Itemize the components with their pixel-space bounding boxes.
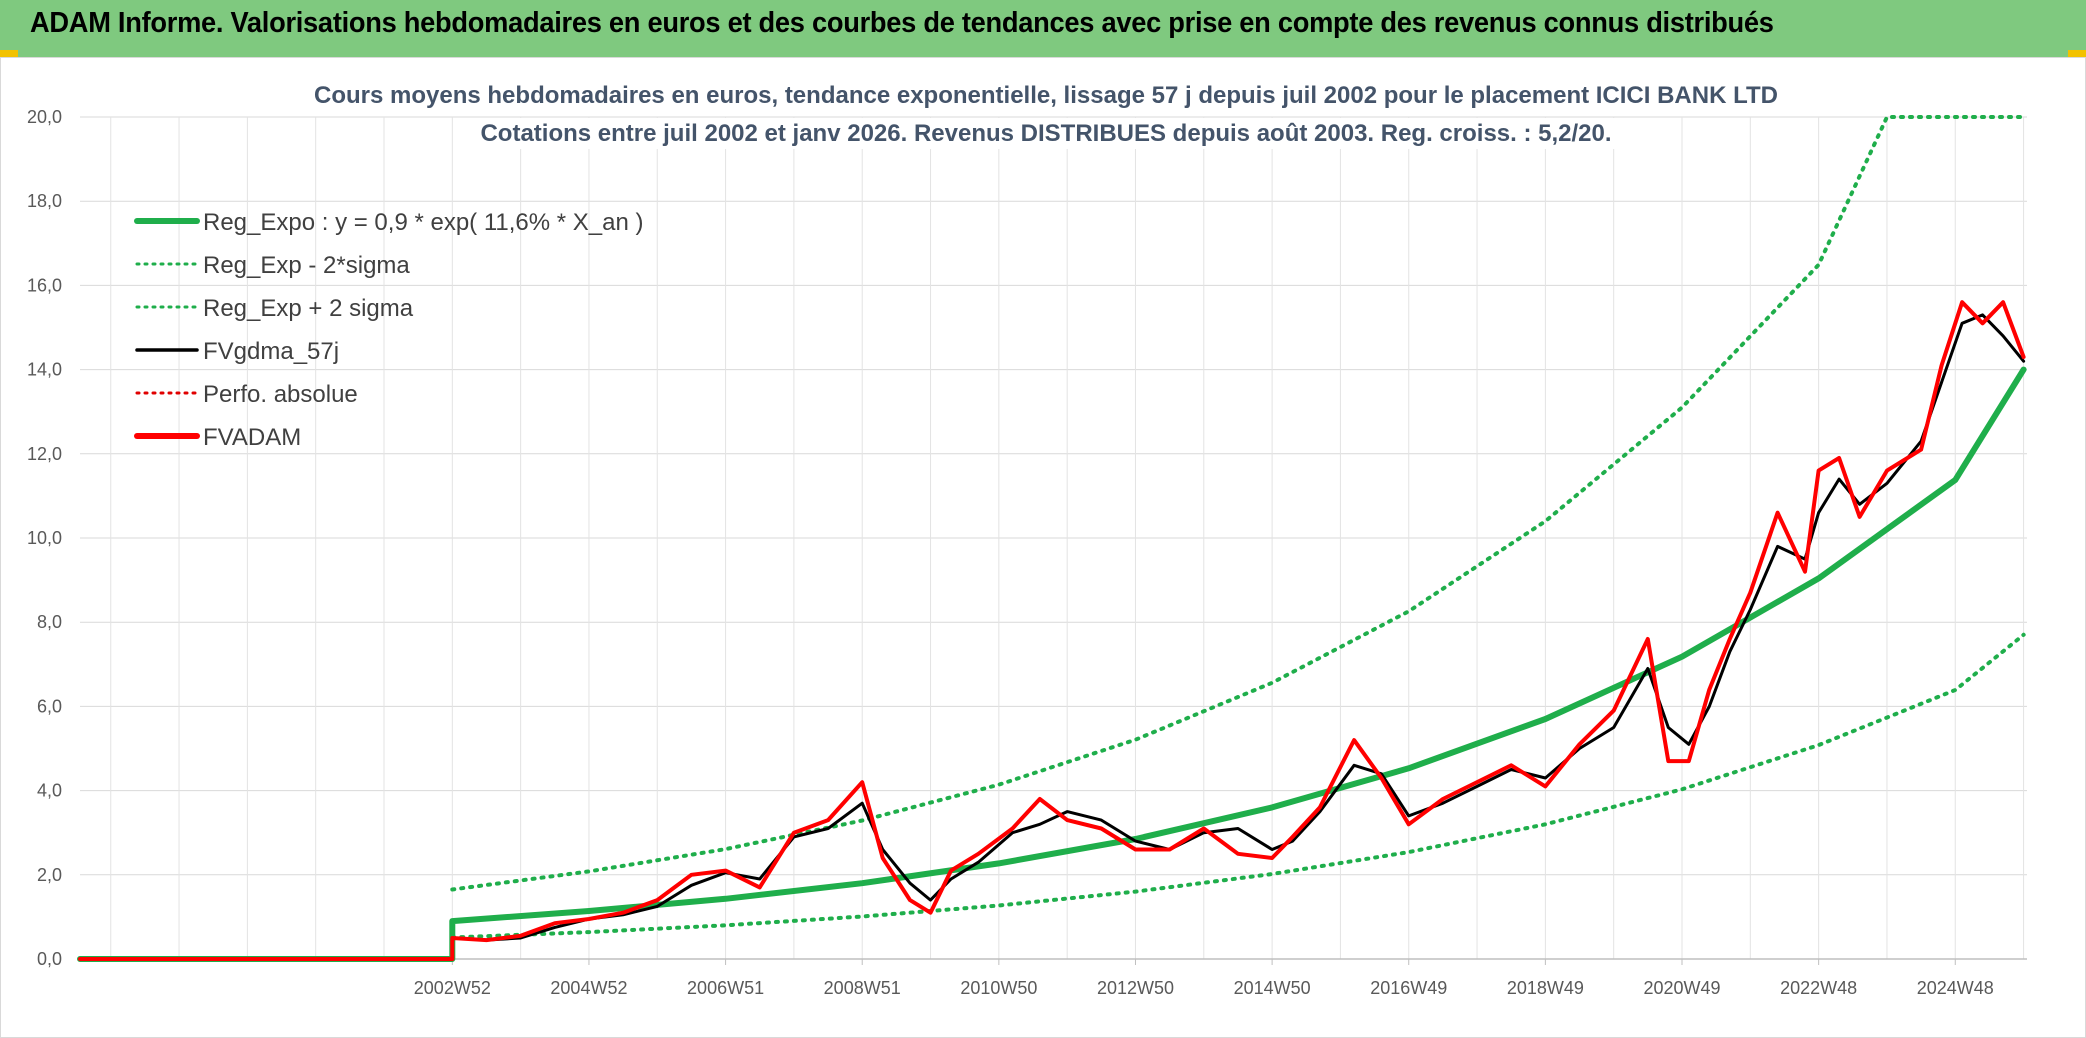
y-tick-label: 16,0: [27, 275, 62, 295]
x-tick-label: 2010W50: [960, 978, 1037, 998]
reg-expo-line: [77, 366, 2027, 962]
y-tick-label: 4,0: [37, 781, 62, 801]
x-tick-label: 2022W48: [1780, 978, 1857, 998]
line-chart: 0,02,04,06,08,010,012,014,016,018,020,0 …: [27, 80, 2027, 998]
title-backdrop: [474, 118, 1618, 149]
banner-title: ADAM Informe. Valorisations hebdomadaire…: [30, 7, 1774, 39]
x-tick-label: 2002W52: [414, 978, 491, 998]
x-tick-label: 2012W50: [1097, 978, 1174, 998]
legend-label-reg_plus: Reg_Exp + 2 sigma: [203, 295, 414, 322]
legend-label-fvgdma: FVgdma_57j: [203, 338, 339, 365]
legend: Reg_Expo : y = 0,9 * exp( 11,6% * X_an )…: [134, 209, 643, 451]
legend-label-fvadam: FVADAM: [203, 424, 301, 451]
x-axis-ticks: 2002W52 2004W52 2006W51 2008W51 2010W50 2012W…: [414, 959, 1994, 998]
y-tick-label: 14,0: [27, 360, 62, 380]
banner: ADAM Informe. Valorisations hebdomadaire…: [0, 0, 2086, 57]
y-tick-label: 6,0: [37, 696, 62, 716]
y-tick-label: 0,0: [37, 949, 62, 969]
series-layer: [77, 115, 2027, 962]
fvadam-line: [78, 300, 2026, 961]
x-tick-label: 2008W51: [824, 978, 901, 998]
legend-label-reg_minus: Reg_Exp - 2*sigma: [203, 252, 410, 279]
y-tick-label: 18,0: [27, 191, 62, 211]
y-tick-label: 8,0: [37, 612, 62, 632]
chart-title-line1: Cours moyens hebdomadaires en euros, ten…: [314, 82, 1778, 109]
x-tick-label: 2016W49: [1370, 978, 1447, 998]
x-tick-label: 2006W51: [687, 978, 764, 998]
y-tick-label: 12,0: [27, 444, 62, 464]
x-tick-label: 2020W49: [1643, 978, 1720, 998]
chart-frame: 0,0 2,0 4,0 6,0 8,0 10,0 12,0 14,0 16,0 18,0 20,0 …: [0, 57, 2086, 1038]
y-axis-ticks: 0,0 2,0 4,0 6,0 8,0 10,0 12,0 14,0 16,0 18,0 20,0: [27, 107, 62, 969]
banner-corner-right: [2068, 50, 2086, 57]
legend-label-reg_expo: Reg_Expo : y = 0,9 * exp( 11,6% * X_an ): [203, 209, 643, 236]
x-tick-label: 2018W49: [1507, 978, 1584, 998]
y-tick-label: 10,0: [27, 528, 62, 548]
gridlines: [80, 116, 2027, 960]
x-tick-label: 2024W48: [1917, 978, 1994, 998]
reg-minus-sigma-line: [450, 632, 2026, 940]
title-backdrop: [308, 80, 1784, 111]
x-tick-label: 2004W52: [550, 978, 627, 998]
legend-label-perfo: Perfo. absolue: [203, 381, 358, 408]
chart-title-line2: Cotations entre juil 2002 et janv 2026. …: [480, 120, 1611, 147]
reg-plus-sigma-line: [450, 115, 2026, 892]
y-tick-label: 2,0: [37, 865, 62, 885]
banner-corner-left: [0, 50, 18, 57]
y-tick-label: 20,0: [27, 107, 62, 127]
x-tick-label: 2014W50: [1234, 978, 1311, 998]
